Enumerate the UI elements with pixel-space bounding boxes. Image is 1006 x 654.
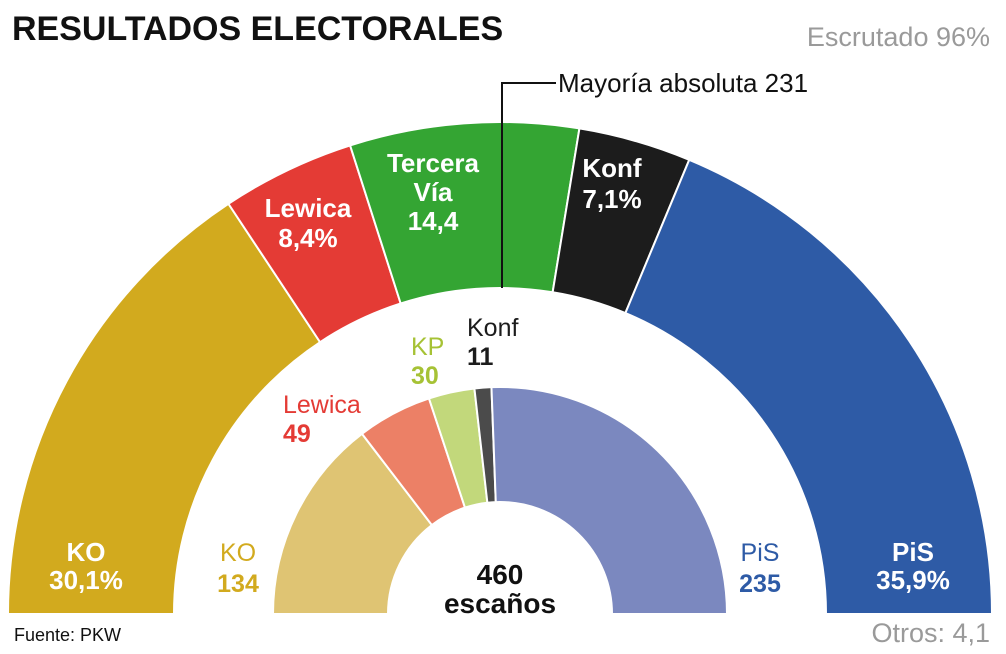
outer-label-value: 35,9% <box>876 565 950 595</box>
majority-label: Mayoría absoluta 231 <box>558 68 808 98</box>
inner-label-value: 49 <box>283 420 311 448</box>
outer-label-name: Konf <box>582 153 642 183</box>
outer-label-name-line1: Tercera <box>387 148 480 178</box>
vote-share-ring <box>6 121 994 615</box>
seat-labels: KO 134 Lewica 49 KP 30 Konf 11 PiS 235 <box>217 314 781 598</box>
inner-label-name: Konf <box>467 314 518 342</box>
outer-label-name-line2: Vía <box>413 177 453 207</box>
inner-label-value: 11 <box>467 343 494 371</box>
inner-label-value: 30 <box>411 362 439 390</box>
segment-pis <box>624 158 994 615</box>
total-seats-word: escaños <box>444 588 556 619</box>
outer-label-value: 7,1% <box>582 184 641 214</box>
inner-label-name: KO <box>220 539 256 567</box>
seats-ring <box>271 386 729 615</box>
outer-label-name: Lewica <box>265 193 352 223</box>
outer-label-value: 8,4% <box>278 223 337 253</box>
segment-pis <box>490 386 729 615</box>
source-note: Fuente: PKW <box>14 625 121 645</box>
inner-label-name: KP <box>411 333 444 361</box>
inner-label-value: 235 <box>739 570 781 598</box>
total-seats-number: 460 <box>477 559 524 590</box>
inner-label-name: PiS <box>741 539 780 567</box>
outer-label-value: 14,4 <box>408 206 459 236</box>
inner-label-value: 134 <box>217 570 259 598</box>
scrutiny-status: Escrutado 96% <box>807 22 990 52</box>
outer-label-name: KO <box>67 537 106 567</box>
segment-ko <box>271 432 434 615</box>
chart-title: RESULTADOS ELECTORALES <box>12 10 503 48</box>
outer-label-value: 30,1% <box>49 565 123 595</box>
inner-label-name: Lewica <box>283 391 361 419</box>
majority-marker-line <box>501 82 556 288</box>
others-note: Otros: 4,1 <box>871 618 990 648</box>
vote-share-labels: KO 30,1% Lewica 8,4% Tercera Vía 14,4 Ko… <box>49 148 950 595</box>
segment-ko <box>6 202 322 615</box>
outer-label-name: PiS <box>892 537 934 567</box>
